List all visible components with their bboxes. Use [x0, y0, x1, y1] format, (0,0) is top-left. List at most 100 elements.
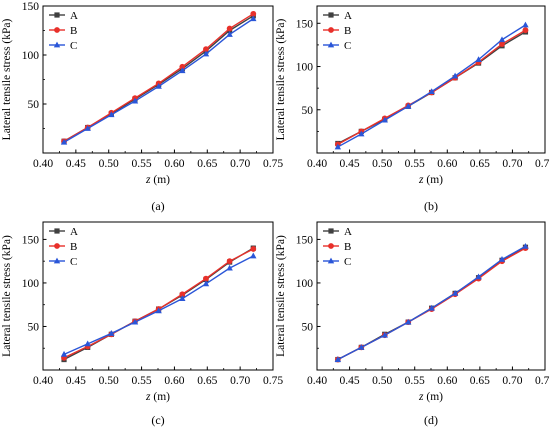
data-point-C [202, 280, 210, 287]
y-tick-label: 100 [22, 50, 40, 62]
data-point-C [498, 256, 506, 262]
legend-marker-C [53, 257, 61, 264]
legend-marker-A [328, 12, 334, 18]
data-point-C [179, 67, 186, 74]
data-point-C [451, 289, 459, 296]
data-point-C [428, 88, 435, 95]
legend-marker-A [54, 12, 60, 18]
legend-label-C: C [344, 256, 351, 268]
data-point-C [84, 125, 91, 131]
x-tick-label: 0.70 [230, 375, 250, 387]
y-axis-label: Lateral tensile stress (kPa) [275, 19, 287, 141]
x-axis-label: z (m) [418, 391, 443, 403]
data-point-C [334, 356, 342, 362]
x-axis-unit: (m) [424, 391, 444, 403]
data-point-C [475, 273, 482, 280]
x-tick-label: 0.40 [33, 158, 53, 170]
y-axis-label: Lateral tensile stress (kPa) [275, 235, 287, 357]
data-point-C [84, 340, 91, 347]
x-tick-label: 0.50 [99, 158, 119, 170]
x-tick-label: 0.60 [164, 375, 184, 387]
y-tick-label: 150 [22, 234, 40, 246]
y-tick-label: 50 [28, 99, 40, 111]
data-point-C [405, 318, 412, 325]
y-tick-label: 100 [296, 62, 314, 74]
data-point-C [381, 331, 388, 338]
x-tick-label: 0.40 [33, 375, 53, 387]
x-tick-label: 0.45 [340, 375, 360, 387]
chart-panel-4: 0.40 0.45 0.50 0.55 0.60 0.65 0.70 0.75 50 100 150… [275, 221, 550, 427]
legend-marker-A [328, 228, 334, 234]
legend-marker-C [327, 257, 335, 264]
data-point-C [202, 50, 210, 57]
x-tick-label: 0.70 [230, 158, 250, 170]
data-point-B [203, 46, 209, 53]
y-tick-label: 50 [302, 321, 314, 333]
data-point-C [498, 36, 506, 43]
x-tick-label: 0.55 [132, 158, 152, 170]
legend-marker-B [54, 243, 60, 249]
data-point-C [381, 116, 388, 123]
x-axis-variable: z [418, 174, 424, 186]
y-tick-label: 150 [22, 1, 40, 13]
x-axis-variable: z [418, 391, 424, 403]
chart-panel-2: 0.40 0.45 0.50 0.55 0.60 0.65 0.70 0.75 50 100 150… [275, 5, 550, 213]
chart-panel-1: 0.40 0.45 0.50 0.55 0.60 0.65 0.70 0.75 50 100 150… [1, 1, 283, 213]
panel-label: (c) [151, 413, 164, 427]
data-point-C [60, 350, 68, 357]
x-tick-label: 0.70 [502, 158, 522, 170]
data-point-C [475, 56, 482, 63]
legend-label-A: A [70, 226, 78, 238]
data-point-C [358, 130, 365, 137]
x-axis-unit: (m) [151, 174, 171, 186]
x-tick-label: 0.75 [535, 158, 550, 170]
x-tick-label: 0.45 [66, 158, 86, 170]
data-point-B [250, 246, 257, 252]
x-axis-label: z (m) [145, 391, 170, 403]
legend-marker-A [54, 228, 60, 234]
data-point-C [428, 304, 435, 311]
x-axis-variable: z [145, 174, 151, 186]
x-tick-label: 0.50 [372, 375, 392, 387]
data-point-C [358, 343, 365, 350]
data-point-C [131, 97, 139, 104]
data-point-C [522, 242, 529, 249]
data-point-C [108, 111, 115, 118]
x-axis-variable: z [145, 391, 151, 403]
x-tick-label: 0.60 [437, 158, 457, 170]
x-axis-label: z (m) [145, 174, 170, 186]
y-axis-label: Lateral tensile stress (kPa) [1, 235, 13, 357]
data-point-B [226, 258, 233, 265]
legend-label-A: A [344, 226, 352, 238]
legend-label-B: B [344, 25, 351, 37]
legend-label-C: C [70, 256, 77, 268]
x-tick-label: 0.55 [405, 375, 425, 387]
data-point-C [405, 102, 412, 109]
chart-panel-3: 0.40 0.45 0.50 0.55 0.60 0.65 0.70 0.75 50 100 150… [1, 221, 283, 427]
x-tick-label: 0.70 [502, 375, 522, 387]
y-tick-label: 50 [302, 105, 314, 117]
x-tick-label: 0.50 [99, 375, 119, 387]
panel-label: (a) [151, 199, 164, 213]
x-tick-label: 0.55 [405, 158, 425, 170]
legend-marker-C [327, 41, 335, 48]
data-point-C [451, 72, 459, 79]
legend-label-C: C [70, 40, 77, 52]
legend-label-A: A [70, 10, 78, 22]
data-point-C [155, 82, 162, 89]
data-point-C [155, 307, 162, 314]
legend-marker-B [54, 27, 60, 33]
data-point-B [179, 63, 186, 70]
x-tick-label: 0.45 [340, 158, 360, 170]
x-axis-unit: (m) [151, 391, 171, 403]
x-tick-label: 0.65 [470, 158, 490, 170]
data-point-C [179, 295, 186, 302]
legend-marker-B [328, 27, 334, 33]
x-tick-label: 0.45 [66, 375, 86, 387]
x-tick-label: 0.65 [470, 375, 490, 387]
y-axis-label: Lateral tensile stress (kPa) [1, 19, 13, 141]
y-tick-label: 50 [28, 321, 40, 333]
data-point-B [226, 25, 233, 32]
data-point-C [131, 318, 139, 325]
